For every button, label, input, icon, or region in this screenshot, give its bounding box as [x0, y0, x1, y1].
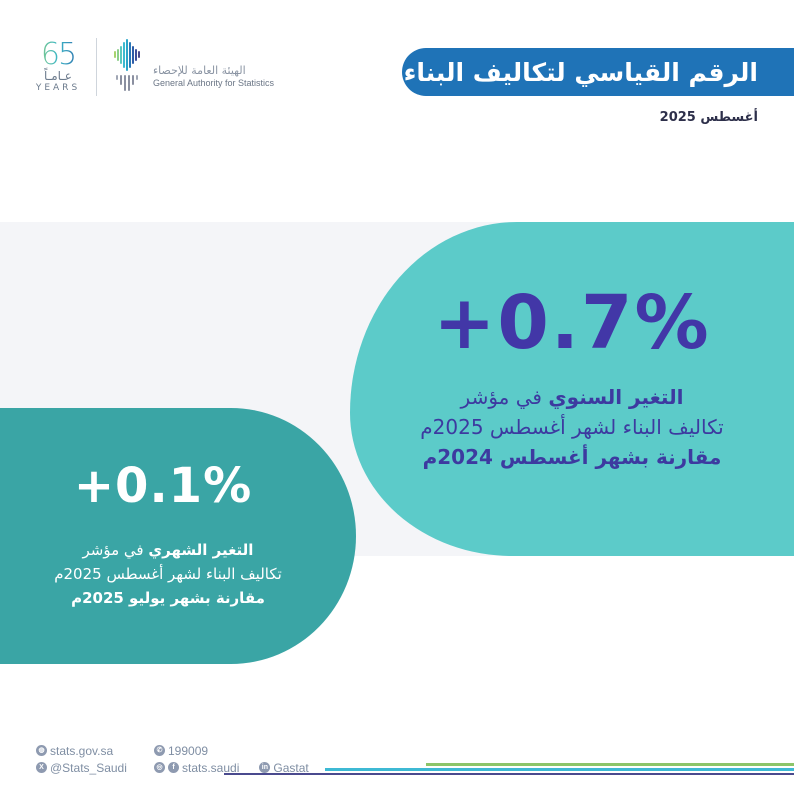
- annual-change-description: التغير السنوي في مؤشر تكاليف البناء لشهر…: [380, 382, 764, 472]
- annual-label-rest: في مؤشر: [460, 385, 542, 409]
- decorative-line-purple: [224, 773, 794, 775]
- website-label: stats.gov.sa: [50, 743, 114, 758]
- phone-icon: ✆: [154, 745, 165, 756]
- monthly-change-description: التغير الشهري في مؤشر تكاليف البناء لشهر…: [20, 538, 316, 610]
- logo-divider: [96, 38, 97, 96]
- anniversary-arabic: عـامـاً: [44, 68, 72, 83]
- x-icon: X: [36, 762, 47, 773]
- gastat-logo-icon: [114, 39, 140, 91]
- linkedin-icon: in: [259, 762, 271, 773]
- monthly-label-rest: في مؤشر: [82, 541, 144, 559]
- globe-icon: ◍: [36, 745, 47, 756]
- annual-line-2: تكاليف البناء لشهر أغسطس 2025م: [420, 415, 724, 439]
- annual-change-value: +0.7%: [433, 280, 711, 366]
- monthly-change-value: +0.1%: [73, 458, 253, 514]
- phone-label: 199009: [168, 743, 209, 758]
- page-title: الرقم القياسي لتكاليف البناء: [403, 57, 758, 87]
- decorative-line-green: [426, 763, 794, 766]
- instagram-icon: ◎: [154, 762, 165, 773]
- organization-name: الهيئة العامة للإحصاء General Authority …: [153, 46, 274, 89]
- monthly-line-2: تكاليف البناء لشهر أغسطس 2025م: [54, 565, 282, 583]
- monthly-change-card: +0.1% التغير الشهري في مؤشر تكاليف البنا…: [0, 408, 356, 664]
- linkedin-link[interactable]: in Gastat: [259, 760, 309, 775]
- anniversary-number: 65: [30, 39, 86, 69]
- linkedin-label: Gastat: [273, 760, 309, 775]
- monthly-label: التغير الشهري: [148, 541, 254, 559]
- x-link[interactable]: X @Stats_Saudi: [36, 761, 134, 775]
- 65-years-logo: 65 عـامـاً YEARS: [30, 39, 86, 94]
- report-period: أغسطس 2025: [659, 110, 758, 125]
- annual-label: التغير السنوي: [548, 385, 684, 409]
- decorative-line-cyan: [325, 768, 794, 771]
- header-logos: 65 عـامـاً YEARS الهيئة العامة للإحصاء G…: [30, 36, 274, 98]
- phone-link[interactable]: ✆ 199009: [154, 744, 208, 758]
- x-handle-label: @Stats_Saudi: [50, 760, 127, 775]
- organization-name-ar: الهيئة العامة للإحصاء: [153, 63, 246, 77]
- social-label: stats.saudi: [182, 760, 240, 775]
- facebook-icon: f: [168, 762, 179, 773]
- anniversary-english: YEARS: [35, 82, 81, 93]
- website-link[interactable]: ◍ stats.gov.sa: [36, 744, 134, 758]
- annual-change-card: +0.7% التغير السنوي في مؤشر تكاليف البنا…: [350, 222, 794, 556]
- annual-line-3: مقارنة بشهر أغسطس 2024م: [422, 445, 722, 469]
- page-title-banner: الرقم القياسي لتكاليف البناء: [402, 48, 794, 96]
- organization-name-en: General Authority for Statistics: [153, 77, 275, 88]
- social-link[interactable]: ◎ f stats.saudi: [154, 761, 239, 775]
- footer-contacts: ◍ stats.gov.sa ✆ 199009 X @Stats_Saudi ◎…: [36, 742, 329, 776]
- monthly-line-3: مقارنة بشهر يوليو 2025م: [71, 589, 265, 607]
